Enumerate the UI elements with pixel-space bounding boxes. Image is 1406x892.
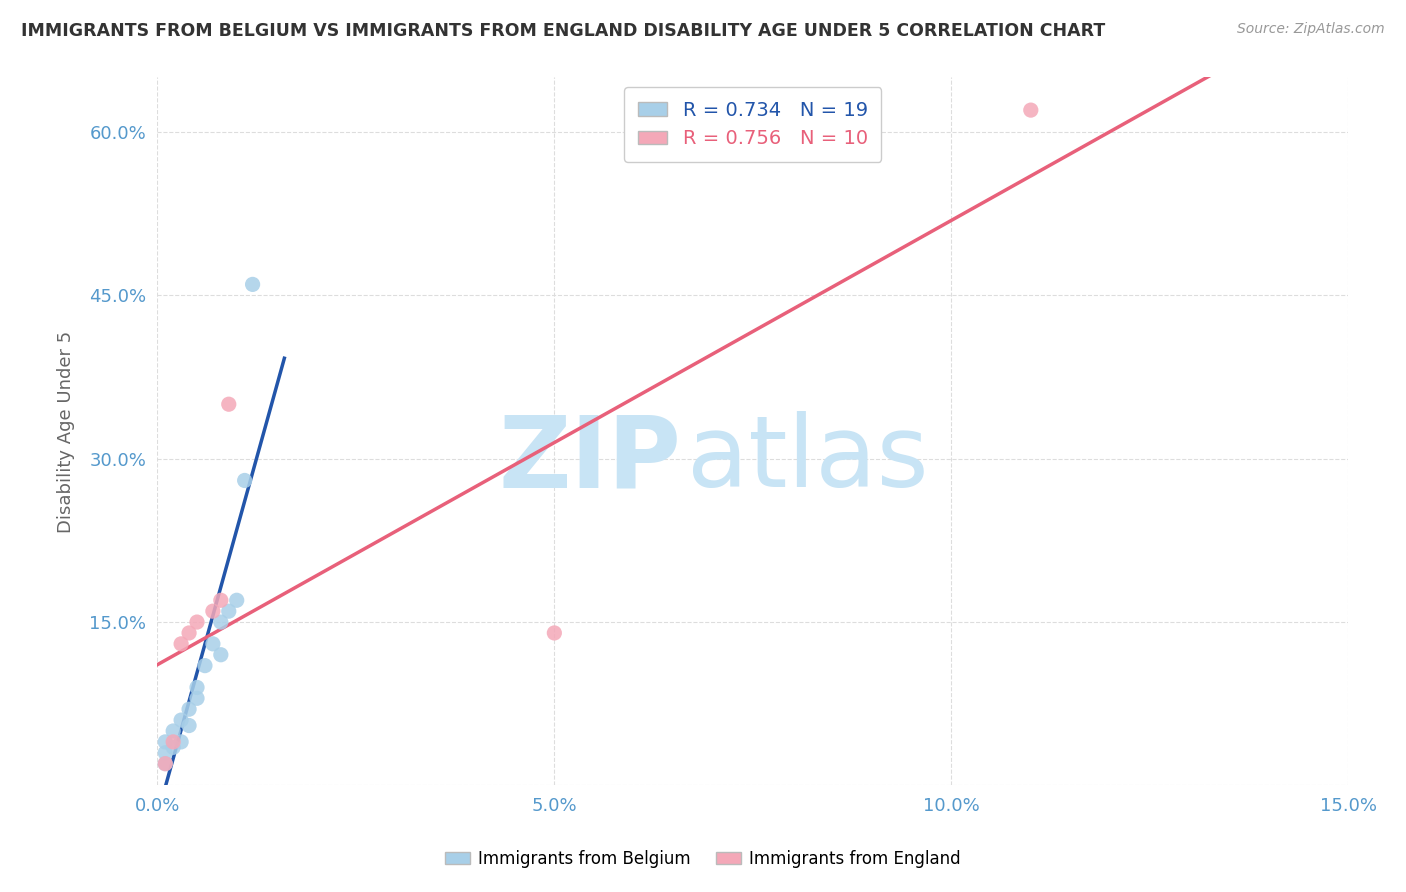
Point [242,277,264,292]
Point [186,681,208,695]
Point [170,735,193,749]
Legend: Immigrants from Belgium, Immigrants from England: Immigrants from Belgium, Immigrants from… [439,844,967,875]
Point [218,604,240,618]
Text: Source: ZipAtlas.com: Source: ZipAtlas.com [1237,22,1385,37]
Point [201,604,224,618]
Point [543,626,565,640]
Point [186,691,208,706]
Text: IMMIGRANTS FROM BELGIUM VS IMMIGRANTS FROM ENGLAND DISABILITY AGE UNDER 5 CORREL: IMMIGRANTS FROM BELGIUM VS IMMIGRANTS FR… [21,22,1105,40]
Point [162,723,184,738]
Point [155,746,177,760]
Y-axis label: Disability Age Under 5: Disability Age Under 5 [58,330,75,533]
Point [1019,103,1042,117]
Text: ZIP: ZIP [499,411,682,508]
Point [194,658,217,673]
Point [155,756,177,771]
Point [186,615,208,629]
Legend: R = 0.734   N = 19, R = 0.756   N = 10: R = 0.734 N = 19, R = 0.756 N = 10 [624,87,882,162]
Point [177,626,200,640]
Point [201,637,224,651]
Point [155,735,177,749]
Point [177,702,200,716]
Point [225,593,247,607]
Point [218,397,240,411]
Point [162,735,184,749]
Point [209,593,232,607]
Text: atlas: atlas [688,411,929,508]
Point [209,615,232,629]
Point [162,740,184,755]
Point [233,474,256,488]
Point [209,648,232,662]
Point [177,718,200,732]
Point [170,713,193,727]
Point [170,637,193,651]
Point [155,756,177,771]
